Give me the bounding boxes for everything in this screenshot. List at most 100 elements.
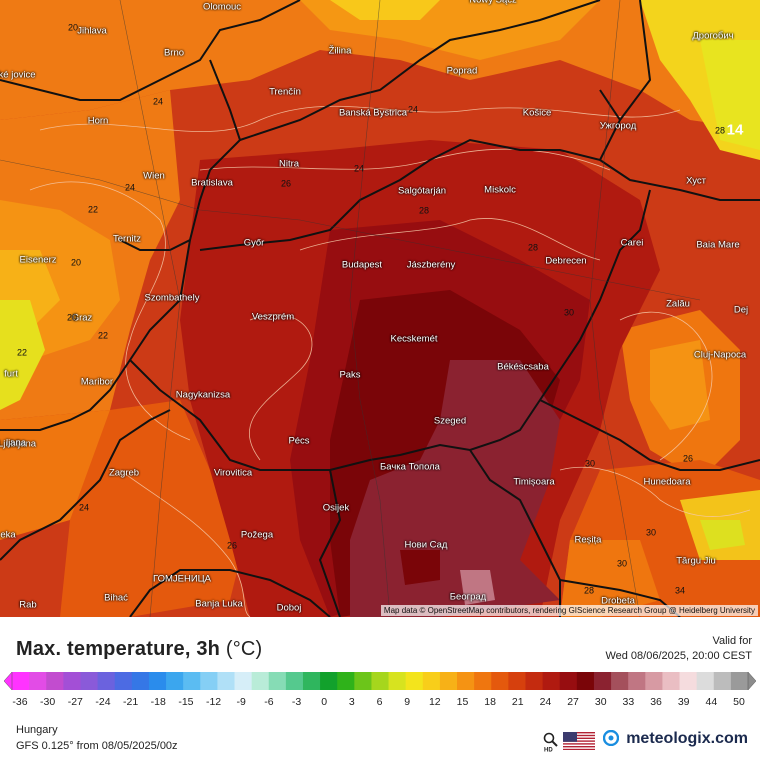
city-label-ljubljana: Ljubljana (0, 438, 37, 450)
city-label-uzhhorod: Ужгород (599, 120, 637, 132)
city-label-doboj: Doboj (276, 602, 302, 614)
city-label-kecskemet: Kecskemét (390, 333, 438, 345)
city-label-rijeka-edge: eka (0, 529, 16, 541)
scale-cell (576, 672, 595, 690)
title-text: Max. temperature, 3h (16, 638, 221, 660)
color-scale-bar (4, 671, 756, 691)
scale-cell (63, 672, 81, 690)
valid-for-label: Valid for (712, 635, 752, 647)
scale-cell (217, 672, 236, 690)
isotherm-label: 20 (67, 22, 79, 33)
city-label-backa-topola: Бачка Топола (380, 461, 440, 473)
isotherm-label: 28 (583, 585, 595, 596)
isotherm-label: 28 (418, 205, 430, 216)
isotherm-label: 24 (353, 163, 365, 174)
meteologix-logo[interactable]: meteologix.com (626, 730, 748, 747)
scale-cell (80, 672, 99, 690)
city-label-eisenerz: Eisenerz (19, 254, 57, 266)
scale-cell (354, 672, 372, 690)
scale-tick-label: -15 (178, 696, 194, 708)
scale-cell (285, 672, 304, 690)
isotherm-label: 30 (563, 307, 575, 318)
isotherm-label: 30 (645, 527, 657, 538)
scale-tick-label: 21 (511, 696, 524, 708)
scale-tick-label: 12 (428, 696, 441, 708)
isotherm-label: 26 (280, 178, 292, 189)
scale-tick-label: 9 (404, 696, 411, 708)
city-label-budapest: Budapest (341, 259, 383, 271)
scale-tick-label: 27 (567, 696, 579, 708)
isotherm-label: 30 (616, 558, 628, 569)
city-label-szeged: Szeged (433, 415, 467, 427)
scale-cell (508, 672, 526, 690)
scale-cell (525, 672, 544, 690)
scale-cell (388, 672, 407, 690)
city-label-novi-sad: Нови Сад (404, 539, 448, 551)
city-label-jaszbereny: Jászberény (406, 259, 456, 271)
city-label-banska-bystrica: Banská Bystrica (338, 107, 408, 119)
city-label-gomjenica: ГОМЈЕНИЦА (152, 573, 212, 585)
scale-cell (696, 672, 715, 690)
scale-cell (320, 672, 338, 690)
scale-cell (628, 672, 646, 690)
city-label-zilina: Žilina (328, 45, 352, 57)
city-label-timisoara: Timișoara (513, 476, 555, 488)
region-name: Hungary (16, 724, 58, 736)
city-label-poprad: Poprad (446, 65, 478, 77)
city-label-olomouc: Olomouc (202, 1, 242, 13)
city-label-ljubljana-edge: ljana (5, 437, 27, 449)
scale-right-arrow (747, 671, 756, 691)
scale-tick-label: 15 (456, 696, 469, 708)
scale-cell (593, 672, 612, 690)
scale-tick-label: -18 (150, 696, 166, 708)
scale-tick-label: -24 (95, 696, 111, 708)
city-label-paks: Paks (339, 369, 361, 381)
scale-cell (166, 672, 184, 690)
scale-tick-label: -9 (236, 696, 246, 708)
scale-cell (611, 672, 629, 690)
city-label-baia-mare: Baia Mare (696, 239, 740, 251)
map-attribution[interactable]: Map data © OpenStreetMap contributors, r… (380, 605, 758, 616)
zoom-hd-icon[interactable]: HD (543, 732, 559, 752)
city-label-graz: Graz (71, 312, 93, 324)
temperature-map[interactable]: Olomouc Nowy Sącz Jihlava Brno Žilina Poprad Д… (0, 0, 760, 617)
isotherm-label: 26 (682, 453, 694, 464)
city-label-targu-jiu: Târgu Jiu (676, 555, 716, 567)
scale-tick-label: -3 (291, 696, 302, 708)
scale-cell (337, 672, 355, 690)
isotherm-label: 24 (407, 104, 419, 115)
scale-cell (183, 672, 201, 690)
city-label-cluj-napoca: Cluj-Napoca (693, 349, 747, 361)
city-label-veszprem: Veszprém (251, 311, 295, 323)
isotherm-label: 14 (726, 121, 744, 139)
isotherm-label: 28 (527, 242, 539, 253)
city-label-trencin: Trenčín (269, 86, 301, 98)
scale-tick-label: 50 (733, 696, 745, 708)
city-label-szombathely: Szombathely (144, 292, 200, 304)
scale-cell (713, 672, 732, 690)
city-label-banja-luka: Banja Luka (195, 598, 243, 610)
scale-cell (662, 672, 681, 690)
city-label-drohobych: Дрогобич (692, 30, 734, 42)
scale-cell (730, 672, 749, 690)
isotherm-label: 22 (16, 347, 28, 358)
city-label-nagykanizsa: Nagykanizsa (175, 389, 231, 401)
us-flag-icon[interactable] (563, 732, 595, 750)
city-label-jihlava: Jihlava (77, 25, 107, 37)
scale-cell (148, 672, 167, 690)
scale-tick-label: 18 (484, 696, 496, 708)
city-label-debrecen: Debrecen (545, 255, 587, 267)
scale-left-arrow (4, 671, 13, 691)
scale-cell (251, 672, 270, 690)
scale-tick-label: 0 (321, 696, 328, 708)
isotherm-label: 24 (78, 502, 90, 513)
scale-cell (457, 672, 475, 690)
scale-tick-label: -6 (264, 696, 274, 708)
city-label-brno: Brno (163, 47, 185, 59)
isotherm-label: 26 (226, 540, 238, 551)
city-label-resita: Reșița (574, 534, 602, 546)
city-label-osijek: Osijek (322, 502, 350, 514)
city-label-zalau: Zalău (666, 298, 690, 310)
scale-tick-label: 36 (650, 696, 662, 708)
legend-panel: Max. temperature, 3h (°C) Valid for Wed … (0, 617, 760, 760)
